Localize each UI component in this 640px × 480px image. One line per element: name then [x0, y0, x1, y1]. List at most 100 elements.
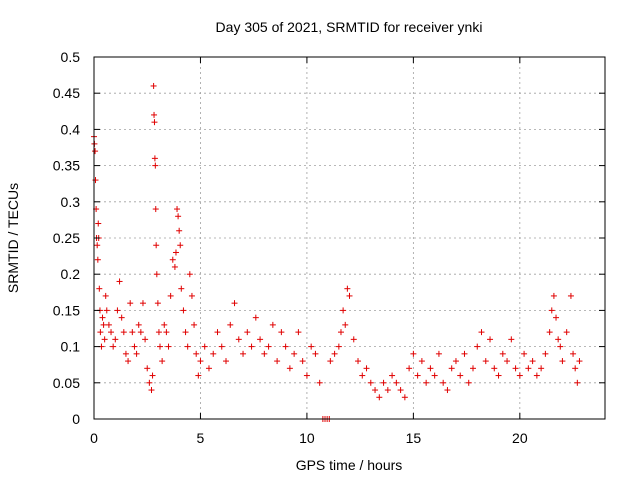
- data-point: [197, 358, 204, 365]
- data-point: [389, 372, 396, 379]
- data-point: [440, 379, 447, 386]
- y-axis-label: SRMTID / TECUs: [5, 183, 21, 293]
- data-point: [576, 358, 583, 365]
- data-point: [465, 379, 472, 386]
- x-tick-label: 0: [90, 430, 98, 446]
- data-point: [94, 256, 101, 263]
- data-point: [178, 285, 185, 292]
- data-point: [355, 358, 362, 365]
- data-point: [182, 329, 189, 336]
- data-point: [372, 387, 379, 394]
- data-point: [427, 365, 434, 372]
- data-point: [570, 350, 577, 357]
- data-point: [101, 336, 108, 343]
- data-point: [135, 321, 142, 328]
- data-point: [457, 372, 464, 379]
- data-point: [410, 350, 417, 357]
- data-point: [105, 321, 112, 328]
- data-point: [327, 358, 334, 365]
- data-point: [184, 343, 191, 350]
- data-point: [172, 249, 179, 256]
- y-tick-label: 0.35: [53, 158, 80, 174]
- x-tick-label: 15: [406, 430, 422, 446]
- data-point: [201, 343, 208, 350]
- data-point: [574, 379, 581, 386]
- data-point: [112, 336, 119, 343]
- data-point: [94, 242, 101, 249]
- data-point: [240, 350, 247, 357]
- y-tick-label: 0.45: [53, 85, 80, 101]
- data-point: [100, 321, 107, 328]
- data-point: [142, 336, 149, 343]
- data-point: [174, 206, 181, 213]
- data-point: [97, 329, 104, 336]
- data-point: [252, 314, 259, 321]
- data-point: [559, 358, 566, 365]
- data-point: [335, 343, 342, 350]
- data-point: [261, 350, 268, 357]
- data-point: [99, 314, 106, 321]
- data-point: [572, 365, 579, 372]
- data-point: [482, 358, 489, 365]
- data-point: [448, 365, 455, 372]
- data-point: [384, 387, 391, 394]
- data-point: [180, 307, 187, 314]
- chart-title: Day 305 of 2021, SRMTID for receiver ynk…: [216, 19, 483, 35]
- data-point: [512, 365, 519, 372]
- data-point: [312, 350, 319, 357]
- data-point: [308, 343, 315, 350]
- data-point: [265, 343, 272, 350]
- data-point: [155, 329, 162, 336]
- data-point: [487, 336, 494, 343]
- data-point: [148, 387, 155, 394]
- y-tick-label: 0.15: [53, 302, 80, 318]
- data-point: [423, 379, 430, 386]
- data-point: [344, 285, 351, 292]
- data-point: [151, 111, 158, 118]
- data-point: [152, 206, 159, 213]
- data-point: [525, 365, 532, 372]
- data-point: [499, 350, 506, 357]
- data-point: [205, 365, 212, 372]
- y-tick-label: 0.3: [61, 194, 81, 210]
- data-point: [110, 343, 117, 350]
- data-point: [550, 292, 557, 299]
- data-point: [337, 329, 344, 336]
- data-point: [227, 321, 234, 328]
- data-point: [363, 365, 370, 372]
- data-point: [96, 285, 103, 292]
- data-point: [139, 300, 146, 307]
- data-point: [469, 365, 476, 372]
- data-point: [461, 350, 468, 357]
- data-point: [282, 343, 289, 350]
- tick-labels: 0 5 10 15 20 0 0.05 0.1 0.15 0.2 0.25 0.3 0.35 0.4 0.4…: [53, 49, 528, 446]
- data-point: [92, 148, 99, 155]
- data-point: [152, 162, 159, 169]
- data-point: [414, 372, 421, 379]
- data-point: [508, 336, 515, 343]
- y-tick-label: 0.1: [61, 339, 81, 355]
- data-point: [291, 350, 298, 357]
- data-point: [161, 321, 168, 328]
- data-point: [553, 314, 560, 321]
- data-point: [177, 242, 184, 249]
- data-point: [144, 365, 151, 372]
- data-point: [452, 358, 459, 365]
- data-point: [114, 307, 121, 314]
- data-point: [431, 372, 438, 379]
- data-point: [176, 227, 183, 234]
- data-point: [186, 271, 193, 278]
- data-point: [153, 271, 160, 278]
- data-point: [157, 343, 164, 350]
- data-point: [397, 387, 404, 394]
- data-point: [235, 336, 242, 343]
- data-point: [151, 119, 158, 126]
- data-point: [340, 307, 347, 314]
- data-point: [316, 379, 323, 386]
- data-point: [188, 292, 195, 299]
- data-point: [546, 329, 553, 336]
- data-point: [274, 358, 281, 365]
- data-point: [133, 350, 140, 357]
